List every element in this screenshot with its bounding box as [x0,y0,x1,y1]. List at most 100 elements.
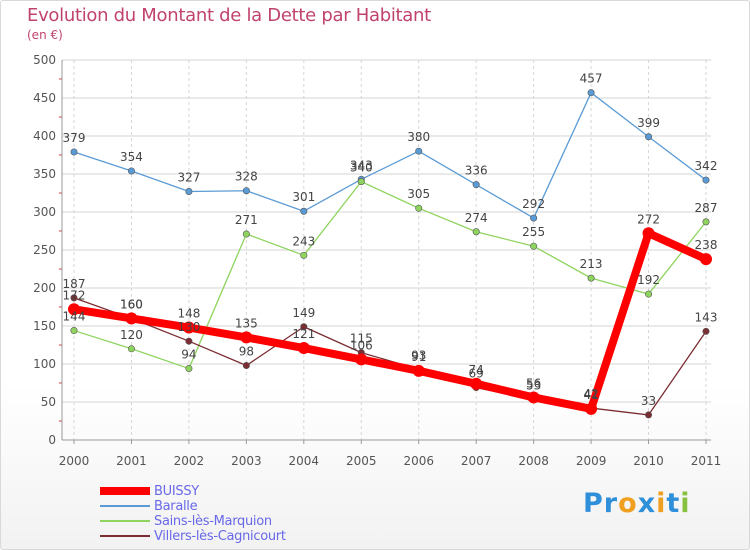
series-line-buissy [70,229,710,413]
data-point-baralle [127,167,135,175]
data-label-sains-l-s-marquion: 94 [181,348,196,362]
legend-label: Villers-lès-Cagnicourt [154,529,286,544]
data-label-villers-l-s-cagnicourt: 143 [695,310,718,324]
data-label-baralle: 457 [580,72,603,86]
data-label-buissy: 56 [526,376,541,390]
y-unit-label: (en €) [27,28,63,42]
data-point-sains-l-s-marquion [702,218,710,226]
data-point-buissy [470,377,483,390]
data-point-buissy [527,391,540,404]
y-tick-label: 300 [33,205,56,219]
data-point-sains-l-s-marquion [530,242,538,250]
data-label-sains-l-s-marquion: 287 [695,201,718,215]
data-label-buissy: 106 [350,338,373,352]
legend-swatch [100,487,150,495]
data-point-sains-l-s-marquion [242,230,250,238]
y-tick-label: 50 [41,395,56,409]
data-label-baralle: 328 [235,170,258,184]
legend-item: Villers-lès-Cagnicourt [100,529,360,544]
series-layer [68,89,712,419]
data-label-villers-l-s-cagnicourt: 115 [350,332,373,346]
data-point-baralle [300,207,308,215]
data-point-villers-l-s-cagnicourt [242,362,250,370]
data-point-buissy [412,364,425,377]
logo-letter: o [618,488,638,519]
data-point-baralle [645,133,653,141]
legend-swatch [100,520,150,522]
data-point-baralle [472,181,480,189]
data-point-villers-l-s-cagnicourt [70,294,78,302]
data-label-baralle: 354 [120,150,143,164]
x-tick-label: 2011 [691,454,722,468]
data-label-villers-l-s-cagnicourt: 53 [526,379,541,393]
legend-swatch [100,505,150,507]
y-tick-label: 0 [48,433,56,447]
data-point-sains-l-s-marquion [415,204,423,212]
logo-letter: r [603,488,619,519]
legend-item: BUISSY [100,484,360,499]
data-point-buissy [240,331,253,344]
series-line-sains-l-s-marquion [73,180,707,370]
data-point-buissy [642,227,655,240]
data-point-baralle [242,187,250,195]
data-point-baralle [530,214,538,222]
legend-item: Sains-lès-Marquion [100,514,360,529]
data-label-buissy: 74 [469,363,484,377]
data-label-sains-l-s-marquion: 340 [350,161,373,175]
x-tick-label: 2001 [116,454,147,468]
legend-swatch [100,535,150,537]
y-tick-label: 400 [33,129,56,143]
data-label-sains-l-s-marquion: 213 [580,257,603,271]
data-label-baralle: 327 [177,170,200,184]
data-point-baralle [702,176,710,184]
data-point-buissy [585,402,598,415]
logo-letter: t [666,488,681,519]
logo-letter: P [583,488,604,519]
data-point-villers-l-s-cagnicourt [645,411,653,419]
data-label-buissy: 172 [63,288,86,302]
x-tick-label: 2000 [59,454,90,468]
data-label-baralle: 343 [350,158,373,172]
data-label-buissy: 148 [177,307,200,321]
data-label-sains-l-s-marquion: 255 [522,225,545,239]
data-label-villers-l-s-cagnicourt: 187 [63,277,86,291]
data-label-sains-l-s-marquion: 192 [637,273,660,287]
data-label-villers-l-s-cagnicourt: 93 [411,348,426,362]
data-label-sains-l-s-marquion: 271 [235,213,258,227]
logo-letter: i [656,488,667,519]
data-label-villers-l-s-cagnicourt: 160 [120,297,143,311]
x-tick-label: 2003 [231,454,262,468]
data-label-villers-l-s-cagnicourt: 69 [469,367,484,381]
data-point-buissy [355,353,368,366]
data-label-sains-l-s-marquion: 120 [120,328,143,342]
data-point-baralle [185,187,193,195]
legend-label: BUISSY [154,484,199,499]
data-label-buissy: 135 [235,316,258,330]
legend-item: Baralle [100,499,360,514]
data-point-sains-l-s-marquion [127,345,135,353]
data-label-sains-l-s-marquion: 305 [407,187,430,201]
x-tick-label: 2006 [403,454,434,468]
logo-letter: i [680,488,691,519]
data-label-sains-l-s-marquion: 274 [465,211,488,225]
data-label-baralle: 336 [465,164,488,178]
series-line-baralle [73,92,707,219]
data-label-baralle: 399 [637,116,660,130]
y-tick-label: 450 [33,91,56,105]
grid [62,59,711,440]
data-label-sains-l-s-marquion: 243 [292,234,315,248]
proxiti-logo: Proxiti [583,488,691,519]
data-point-buissy [182,321,195,334]
data-label-buissy: 91 [411,350,426,364]
legend-label: Sains-lès-Marquion [154,514,272,529]
data-point-villers-l-s-cagnicourt [702,327,710,335]
y-tick-label: 500 [33,53,56,67]
data-point-buissy [125,312,138,325]
data-label-baralle: 379 [63,131,86,145]
data-point-sains-l-s-marquion [472,228,480,236]
data-point-buissy [68,303,80,316]
data-label-buissy: 41 [583,388,598,402]
data-label-sains-l-s-marquion: 144 [63,310,86,324]
y-tick-label: 100 [33,357,56,371]
